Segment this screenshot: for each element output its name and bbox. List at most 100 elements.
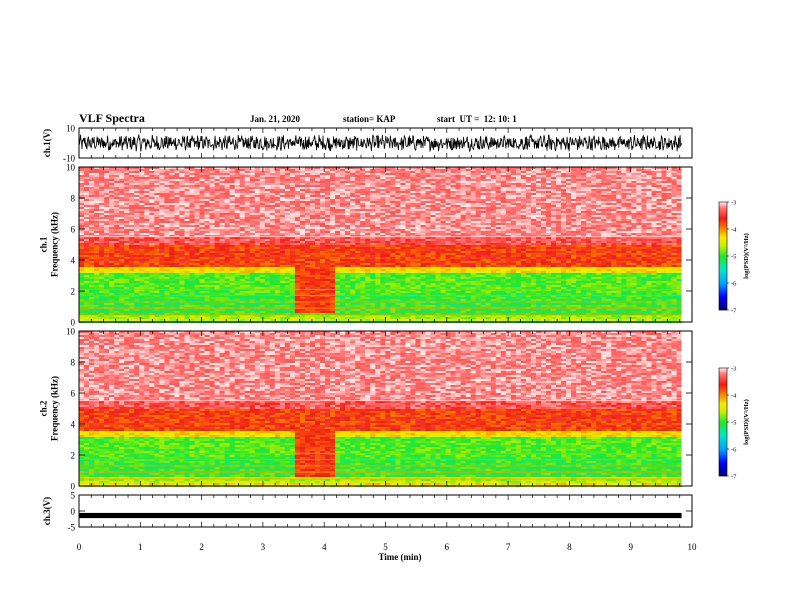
spectrogram-cell [239,239,246,242]
spectrogram-cell [289,187,296,190]
spectrogram-cell [79,227,85,230]
spectrogram-cell [405,243,411,246]
spectrogram-cell [129,175,135,178]
spectrogram-cell [450,199,457,202]
spectrogram-cell [194,235,201,238]
spectrogram-cell [229,175,236,178]
spectrogram-cell [455,215,462,218]
spectrogram-cell [405,239,411,242]
spectrogram-cell [164,183,170,186]
spectrogram-cell [440,235,447,238]
spectrogram-cell [480,239,487,242]
spectrogram-cell [164,187,170,190]
spectrogram-cell [591,237,597,240]
spectrogram-cell [209,235,216,238]
spectrogram-cell [179,203,185,206]
spectrogram-cell [641,179,647,182]
spectrogram-cell [99,219,105,222]
spectrogram-cell [661,245,668,248]
spectrogram-cell [249,239,256,242]
spectrogram-cell [174,169,180,172]
spectrogram-cell [204,229,211,232]
spectrogram-cell [611,189,617,192]
spectrogram-cell [259,199,266,202]
spectrogram-cell [415,239,421,242]
spectrogram-cell [405,237,411,240]
spectrogram-cell [179,167,185,170]
spectrogram-cell [340,227,346,230]
spectrogram-cell [274,241,281,244]
spectrogram-cell [621,219,627,222]
spectrogram-cell [330,201,336,204]
spectrogram-cell [551,173,557,176]
spectrogram-cell [89,187,95,190]
spectrogram-cell [224,237,231,240]
spectrogram-cell [365,219,371,222]
spectrogram-cell [571,179,577,182]
spectrogram-cell [490,221,497,224]
spectrogram-cell [510,205,517,208]
spectrogram-cell [84,167,90,170]
spectrogram-cell [325,167,331,170]
spectrogram-cell [520,173,527,176]
spectrogram-cell [289,181,296,184]
spectrogram-cell [536,183,542,186]
spectrogram-cell [199,169,206,172]
spectrogram-cell [109,235,115,238]
spectrogram-cell [279,217,286,220]
spectrogram-cell [264,225,271,228]
spectrogram-cell [460,199,467,202]
spectrogram-cell [390,189,396,192]
spectrogram-cell [174,171,180,174]
spectrogram-cell [244,185,251,188]
spectrogram-cell [395,223,401,226]
spectrogram-cell [621,197,627,200]
spectrogram-cell [500,183,507,186]
spectrogram-cell [194,183,201,186]
spectrogram-cell [144,229,150,232]
spectrogram-cell [445,177,452,180]
spectrogram-cell [470,187,477,190]
spectrogram-cell [375,233,381,236]
spectrogram-cell [315,219,321,222]
spectrogram-cell [320,193,326,196]
spectrogram-cell [561,221,567,224]
spectrogram-cell [470,241,477,244]
spectrogram-cell [395,231,401,234]
spectrogram-cell [651,203,658,206]
spectrogram-cell [259,229,266,232]
spectrogram-cell [114,237,120,240]
spectrogram-cell [606,215,612,218]
spectrogram-cell [616,177,622,180]
spectrogram-cell [214,209,221,212]
spectrogram-cell [335,223,341,226]
spectrogram-cell [676,213,683,216]
spectrogram-cell [305,219,311,222]
spectrogram-cell [94,191,100,194]
spectrogram-cell [340,209,346,212]
spectrogram-cell [299,217,306,220]
spectrogram-cell [184,223,191,226]
spectrogram-cell [621,227,627,230]
spectrogram-cell [576,173,582,176]
spectrogram-cell [525,235,532,238]
spectrogram-cell [194,217,201,220]
spectrogram-cell [520,209,527,212]
spectrogram-cell [244,227,251,230]
spectrogram-cell [621,191,627,194]
spectrogram-cell [164,235,170,238]
spectrogram-cell [405,241,411,244]
spectrogram-cell [375,187,381,190]
spectrogram-cell [244,169,251,172]
spectrogram-cell [520,219,527,222]
spectrogram-cell [169,231,175,234]
waveform-trace [78,133,682,153]
spectrogram-cell [450,197,457,200]
spectrogram-cell [546,227,552,230]
spectrogram-cell [646,231,652,234]
spectrogram-cell [661,191,668,194]
spectrogram-cell [320,245,326,248]
spectrogram-cell [505,187,512,190]
spectrogram-cell [189,193,196,196]
spectrogram-cell [134,223,140,226]
